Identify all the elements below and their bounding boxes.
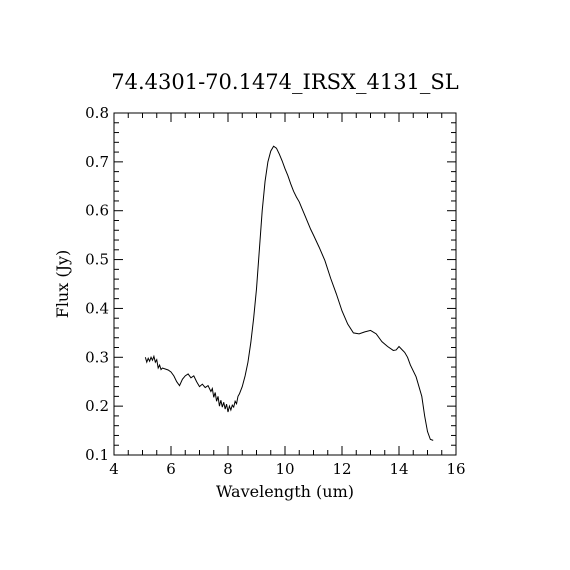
y-tick-label: 0.1 <box>85 446 109 464</box>
x-tick-label: 10 <box>275 460 294 478</box>
y-tick-label: 0.8 <box>85 104 109 122</box>
y-axis-label: Flux (Jy) <box>53 250 72 319</box>
x-tick-label: 8 <box>223 460 233 478</box>
x-tick-label: 4 <box>109 460 119 478</box>
y-tick-label: 0.3 <box>85 348 109 366</box>
x-tick-label: 14 <box>389 460 408 478</box>
y-tick-label: 0.4 <box>85 299 109 317</box>
x-tick-label: 12 <box>332 460 351 478</box>
plot-frame <box>113 112 457 456</box>
x-tick-label: 6 <box>166 460 176 478</box>
plot-area <box>113 112 457 456</box>
series-line <box>144 145 434 441</box>
y-tick-label: 0.6 <box>85 202 109 220</box>
x-tick-labels: 4 6 8 10 12 14 16 <box>109 460 465 478</box>
axis-ticks <box>113 112 457 456</box>
y-tick-labels: 0.1 0.2 0.3 0.4 0.5 0.6 0.7 0.8 <box>85 104 109 464</box>
y-tick-label: 0.5 <box>85 251 109 269</box>
x-axis-label: Wavelength (um) <box>216 482 354 501</box>
y-tick-label: 0.7 <box>85 153 109 171</box>
x-tick-label: 16 <box>446 460 465 478</box>
y-tick-label: 0.2 <box>85 397 109 415</box>
chart-title: 74.4301-70.1474_IRSX_4131_SL <box>111 70 459 94</box>
